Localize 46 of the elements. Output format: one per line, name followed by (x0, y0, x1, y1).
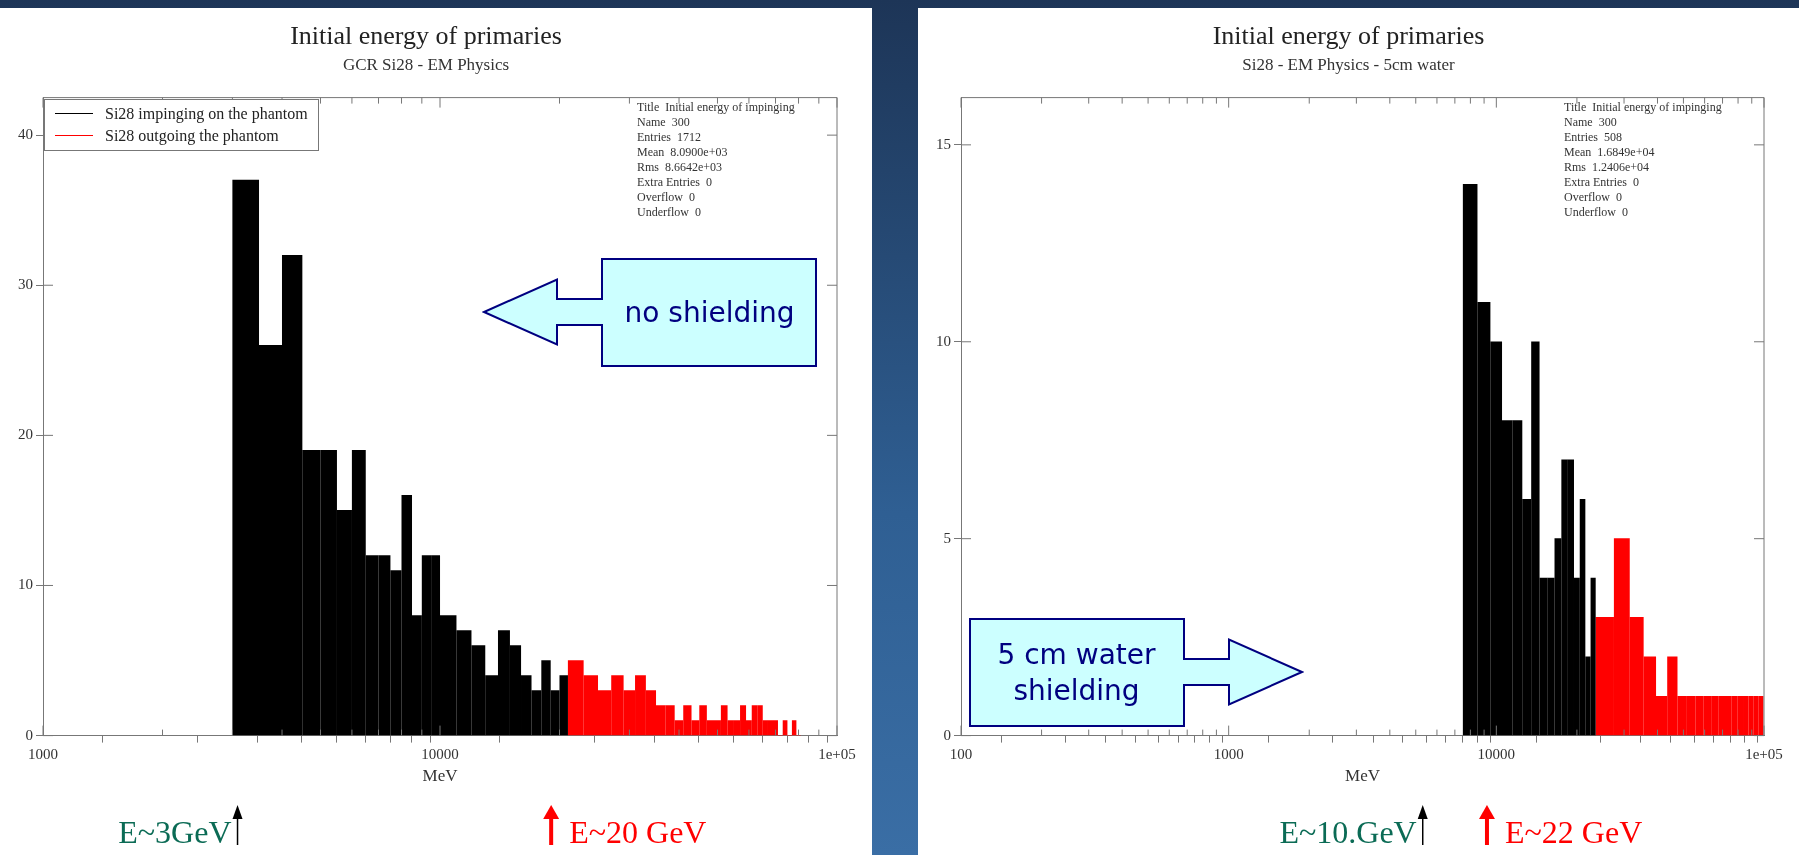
x-tick-label: 1e+05 (818, 745, 856, 762)
text: E~22 GeV (1504, 814, 1643, 850)
annotation: Extra Entries 0 (1564, 174, 1639, 189)
annotation: Mean 1.6849e+04 (1564, 144, 1655, 159)
annotation: Entries 1712 (637, 129, 701, 144)
y-tick-label: 10 (18, 576, 33, 593)
annotation: no shielding (623, 294, 796, 331)
annotation: 5 cm water shielding (996, 636, 1157, 709)
x-tick-label: 10000 (421, 745, 459, 762)
annotation: Entries 508 (1564, 129, 1622, 144)
chart-subtitle: GCR Si28 - EM Physics (342, 54, 510, 74)
y-tick-label: 40 (18, 126, 33, 143)
x-tick-label: 1e+05 (1745, 745, 1783, 762)
annotation: Underflow 0 (1564, 204, 1628, 219)
annotation: Overflow 0 (637, 189, 695, 204)
chart-title: Initial energy of primaries (1212, 21, 1485, 51)
y-tick-label: 20 (18, 426, 33, 443)
text: E~20 GeV (569, 814, 707, 850)
y-tick-label: 10 (936, 332, 951, 349)
y-tick-label: 5 (943, 529, 951, 546)
x-tick-label: 1000 (1213, 745, 1244, 762)
text: E~3GeV (118, 814, 232, 850)
chart-subtitle: Si28 - EM Physics - 5cm water (1242, 54, 1456, 74)
x-tick-label: 1000 (28, 745, 58, 762)
annotation: Underflow 0 (637, 204, 701, 219)
annotation: Overflow 0 (1564, 189, 1622, 204)
y-tick-label: 0 (943, 726, 951, 743)
annotation: Mean 8.0900e+03 (637, 144, 728, 159)
annotation: Title Initial energy of impinging (637, 99, 795, 114)
y-tick-label: 15 (936, 135, 951, 152)
annotation: Name 300 (1564, 114, 1617, 129)
y-tick-label: 0 (25, 726, 33, 743)
x-axis-title: MeV (1345, 766, 1381, 786)
annotation: Title Initial energy of impinging (1564, 99, 1722, 114)
legend-label: Si28 impinging on the phantom (105, 103, 308, 125)
legend-label: Si28 outgoing the phantom (105, 125, 279, 147)
annotation: Rms 8.6642e+03 (637, 159, 723, 174)
annotation: Name 300 (637, 114, 690, 129)
chart-title: Initial energy of primaries (290, 21, 562, 51)
text: E~10.GeV (1279, 814, 1417, 850)
x-tick-label: 100 (949, 745, 973, 762)
x-tick-label: 10000 (1477, 745, 1516, 762)
annotation: Extra Entries 0 (637, 174, 712, 189)
x-axis-title: MeV (422, 766, 459, 786)
y-tick-label: 30 (18, 276, 33, 293)
annotation: Rms 1.2406e+04 (1564, 159, 1650, 174)
